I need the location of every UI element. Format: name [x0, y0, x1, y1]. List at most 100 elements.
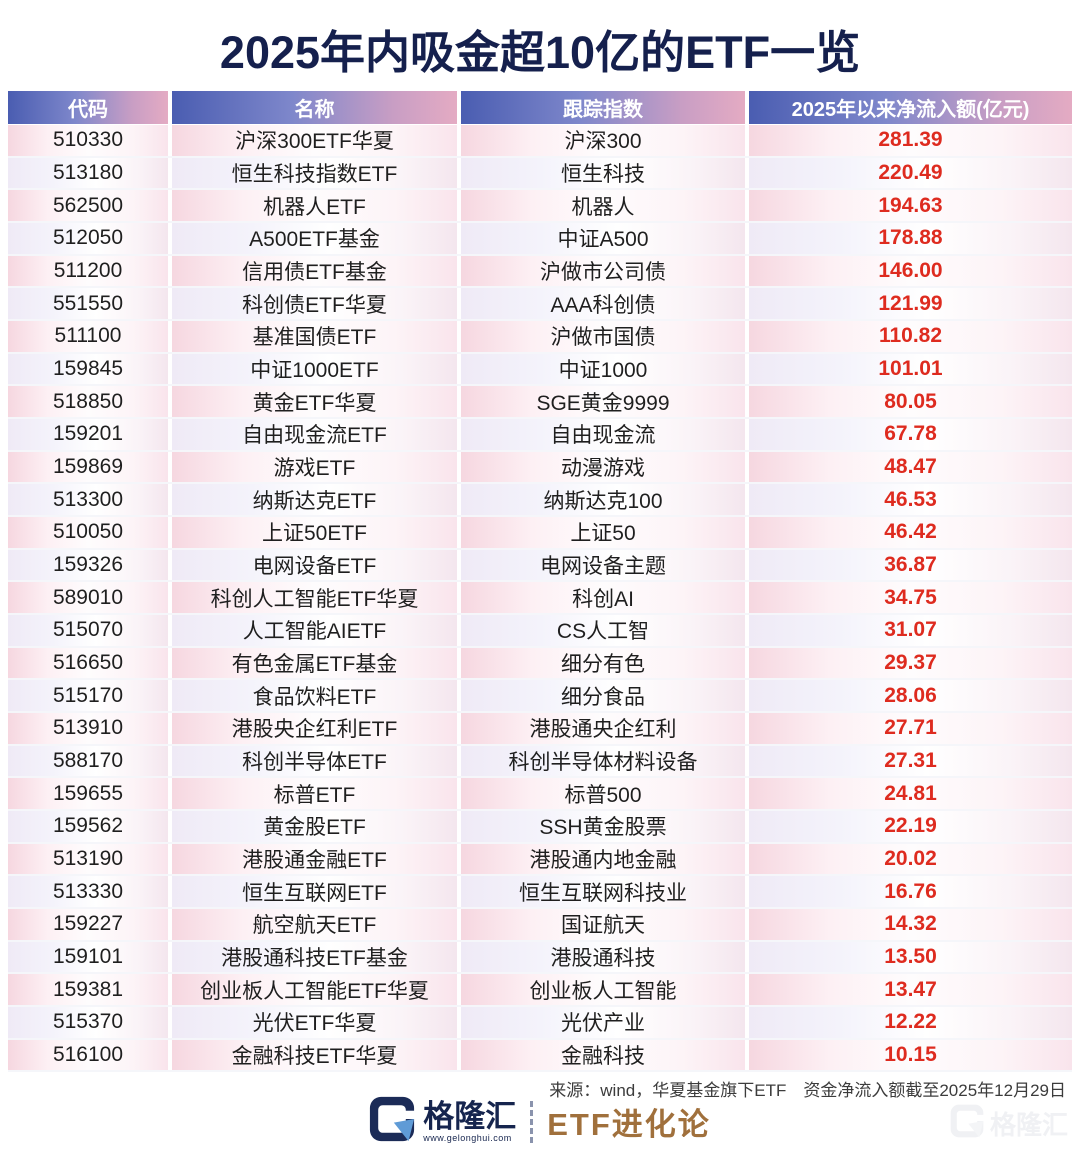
table-row: 515370 光伏ETF华夏 光伏产业 12.22	[8, 1007, 1072, 1040]
code-cell: 588170	[8, 745, 168, 777]
value-cell: 13.50	[749, 941, 1072, 973]
code-cell: 512050	[8, 223, 168, 254]
brand-sub-title: ETF进化论	[547, 1107, 711, 1142]
index-cell: AAA科创债	[461, 288, 745, 320]
table-row: 512050 A500ETF基金 中证A500 178.88	[8, 223, 1072, 256]
value-cell: 194.63	[749, 190, 1072, 222]
table-row: 159869 游戏ETF 动漫游戏 48.47	[8, 451, 1072, 485]
index-cell: 港股通内地金融	[461, 843, 745, 875]
index-cell: 沪做市公司债	[461, 255, 745, 287]
value-cell: 29.37	[749, 647, 1072, 679]
table-row: 518850 黄金ETF华夏 SGE黄金9999 80.05	[8, 386, 1072, 420]
brand-divider	[530, 1100, 534, 1143]
value-cell: 31.07	[749, 615, 1072, 646]
table-row: 516650 有色金属ETF基金 细分有色 29.37	[8, 647, 1072, 681]
name-cell: 电网设备ETF	[172, 549, 457, 581]
code-cell: 159201	[8, 419, 168, 450]
value-cell: 121.99	[749, 288, 1072, 320]
table-row: 159562 黄金股ETF SSH黄金股票 22.19	[8, 811, 1072, 844]
value-cell: 101.01	[749, 353, 1072, 385]
table-row: 589010 科创人工智能ETF华夏 科创AI 34.75	[8, 582, 1072, 616]
header-netinflow: 2025年以来净流入额(亿元)	[749, 91, 1072, 124]
value-cell: 28.06	[749, 680, 1072, 712]
etf-table: 代码 名称 跟踪指数 2025年以来净流入额(亿元) 510330 沪深300ET…	[8, 91, 1072, 1073]
name-cell: A500ETF基金	[172, 223, 457, 254]
table-body: 510330 沪深300ETF华夏 沪深300 281.39 513180 恒生科技指数E…	[8, 125, 1072, 1073]
code-cell: 518850	[8, 386, 168, 418]
code-cell: 159101	[8, 941, 168, 973]
gelonghui-logo: 格隆汇 www.gelonghui.com	[369, 1096, 516, 1147]
value-cell: 220.49	[749, 157, 1072, 189]
value-cell: 46.42	[749, 517, 1072, 548]
name-cell: 纳斯达克ETF	[172, 484, 457, 516]
source-note: 来源：wind，华夏基金旗下ETF 资金净流入额截至2025年12月29日	[549, 1081, 1066, 1101]
name-cell: 机器人ETF	[172, 190, 457, 222]
table-row: 513300 纳斯达克ETF 纳斯达克100 46.53	[8, 484, 1072, 518]
index-cell: 光伏产业	[461, 1007, 745, 1038]
table-row: 159326 电网设备ETF 电网设备主题 36.87	[8, 549, 1072, 583]
table-row: 159381 创业板人工智能ETF华夏 创业板人工智能 13.47	[8, 974, 1072, 1008]
header-index: 跟踪指数	[461, 91, 745, 124]
table-row: 513910 港股央企红利ETF 港股通央企红利 27.71	[8, 713, 1072, 746]
code-cell: 159869	[8, 451, 168, 483]
code-cell: 510330	[8, 125, 168, 156]
table-header: 代码 名称 跟踪指数 2025年以来净流入额(亿元)	[8, 91, 1072, 124]
index-cell: 科创AI	[461, 582, 745, 614]
value-cell: 36.87	[749, 549, 1072, 581]
code-cell: 511200	[8, 255, 168, 287]
index-cell: 细分有色	[461, 647, 745, 679]
table-row: 516100 金融科技ETF华夏 金融科技 10.15	[8, 1039, 1072, 1073]
value-cell: 146.00	[749, 255, 1072, 287]
code-cell: 562500	[8, 190, 168, 222]
index-cell: 沪做市国债	[461, 321, 745, 352]
index-cell: SSH黄金股票	[461, 811, 745, 842]
value-cell: 14.32	[749, 909, 1072, 940]
name-cell: 创业板人工智能ETF华夏	[172, 974, 457, 1006]
name-cell: 光伏ETF华夏	[172, 1007, 457, 1038]
table-row: 515170 食品饮料ETF 细分食品 28.06	[8, 680, 1072, 714]
name-cell: 恒生互联网ETF	[172, 876, 457, 908]
code-cell: 511100	[8, 321, 168, 352]
index-cell: 恒生互联网科技业	[461, 876, 745, 908]
code-cell: 515170	[8, 680, 168, 712]
code-cell: 513190	[8, 843, 168, 875]
value-cell: 67.78	[749, 419, 1072, 450]
name-cell: 上证50ETF	[172, 517, 457, 548]
value-cell: 22.19	[749, 811, 1072, 842]
code-cell: 159845	[8, 353, 168, 385]
index-cell: 自由现金流	[461, 419, 745, 450]
table-row: 515070 人工智能AIETF CS人工智 31.07	[8, 615, 1072, 648]
name-cell: 港股通科技ETF基金	[172, 941, 457, 973]
name-cell: 航空航天ETF	[172, 909, 457, 940]
value-cell: 281.39	[749, 125, 1072, 156]
index-cell: 科创半导体材料设备	[461, 745, 745, 777]
table-row: 551550 科创债ETF华夏 AAA科创债 121.99	[8, 288, 1072, 322]
header-code: 代码	[8, 91, 168, 124]
table-row: 513190 港股通金融ETF 港股通内地金融 20.02	[8, 843, 1072, 877]
index-cell: 纳斯达克100	[461, 484, 745, 516]
code-cell: 516100	[8, 1039, 168, 1071]
value-cell: 46.53	[749, 484, 1072, 516]
value-cell: 12.22	[749, 1007, 1072, 1038]
table-row: 159101 港股通科技ETF基金 港股通科技 13.50	[8, 941, 1072, 975]
name-cell: 人工智能AIETF	[172, 615, 457, 646]
table-row: 513330 恒生互联网ETF 恒生互联网科技业 16.76	[8, 876, 1072, 910]
name-cell: 基准国债ETF	[172, 321, 457, 352]
code-cell: 513180	[8, 157, 168, 189]
watermark-text: 格隆汇	[989, 1110, 1068, 1140]
table-row: 511200 信用债ETF基金 沪做市公司债 146.00	[8, 255, 1072, 289]
name-cell: 港股通金融ETF	[172, 843, 457, 875]
index-cell: 机器人	[461, 190, 745, 222]
code-cell: 510050	[8, 517, 168, 548]
name-cell: 科创半导体ETF	[172, 745, 457, 777]
index-cell: CS人工智	[461, 615, 745, 646]
table-row: 159845 中证1000ETF 中证1000 101.01	[8, 353, 1072, 387]
index-cell: 电网设备主题	[461, 549, 745, 581]
code-cell: 515070	[8, 615, 168, 646]
value-cell: 20.02	[749, 843, 1072, 875]
code-cell: 159326	[8, 549, 168, 581]
value-cell: 27.31	[749, 745, 1072, 777]
name-cell: 沪深300ETF华夏	[172, 125, 457, 156]
code-cell: 159562	[8, 811, 168, 842]
value-cell: 178.88	[749, 223, 1072, 254]
